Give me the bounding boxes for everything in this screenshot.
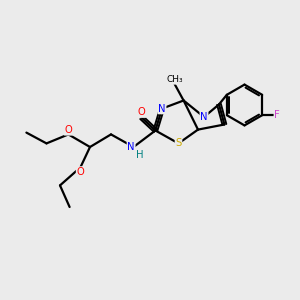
Text: N: N [127, 142, 135, 152]
Text: CH₃: CH₃ [166, 75, 183, 84]
Text: S: S [176, 138, 182, 148]
Text: O: O [138, 107, 146, 117]
Text: N: N [158, 103, 166, 114]
Text: O: O [64, 125, 72, 135]
Text: F: F [274, 110, 280, 120]
Text: N: N [200, 112, 208, 122]
Text: H: H [136, 150, 144, 161]
Text: O: O [76, 167, 84, 177]
